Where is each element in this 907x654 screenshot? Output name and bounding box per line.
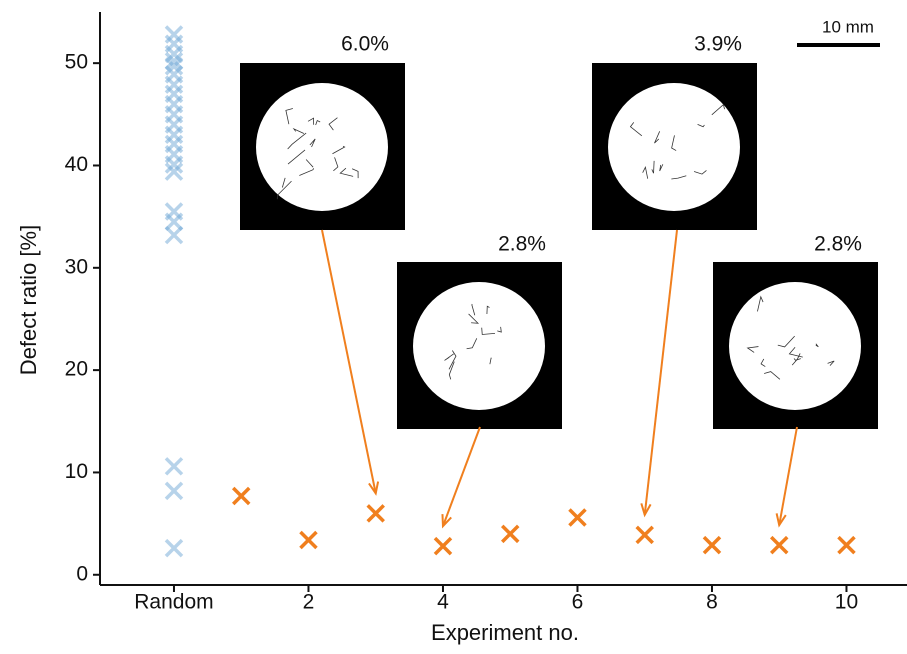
y-tick-label: 40 [65,153,88,176]
inset [713,262,878,429]
arrow [322,230,376,493]
x-tick-label: 4 [437,591,449,614]
marker [166,227,182,243]
inset-label: 3.9% [694,33,742,56]
inset [240,63,405,230]
arrow [443,427,480,526]
arrow [645,230,677,515]
chart: Experiment no. Defect ratio [%] 10 mm 0 1… [0,0,907,654]
arrow [779,427,797,525]
y-tick-label: 30 [65,255,88,278]
inset-label: 6.0% [341,33,389,56]
marker [166,483,182,499]
marker [300,532,316,548]
y-axis-label: Defect ratio [%] [16,225,41,375]
inset-specimen [729,282,861,410]
marker [637,527,653,543]
inset-specimen [608,83,740,211]
x-tick-label: Random [134,591,213,614]
x-tick-label: 10 [835,591,858,614]
y-tick-label: 10 [65,460,88,483]
y-tick-label: 50 [65,51,88,74]
marker [771,537,787,553]
x-tick-label: 6 [572,591,584,614]
inset-label: 2.8% [498,233,546,256]
inset-specimen [256,83,388,211]
y-tick-label: 0 [76,562,88,585]
marker [838,537,854,553]
marker [569,509,585,525]
marker [502,526,518,542]
scale-bar-label: 10 mm [822,17,874,36]
inset-specimen [413,282,545,410]
x-axis-label: Experiment no. [431,620,579,645]
marker [368,505,384,521]
inset [397,262,562,429]
marker [233,488,249,504]
inset-label: 2.8% [814,233,862,256]
marker [435,538,451,554]
marker [166,458,182,474]
inset [592,63,757,230]
y-tick-label: 20 [65,358,88,381]
marker [166,540,182,556]
x-tick-label: 2 [303,591,315,614]
marker [704,537,720,553]
x-tick-label: 8 [706,591,718,614]
